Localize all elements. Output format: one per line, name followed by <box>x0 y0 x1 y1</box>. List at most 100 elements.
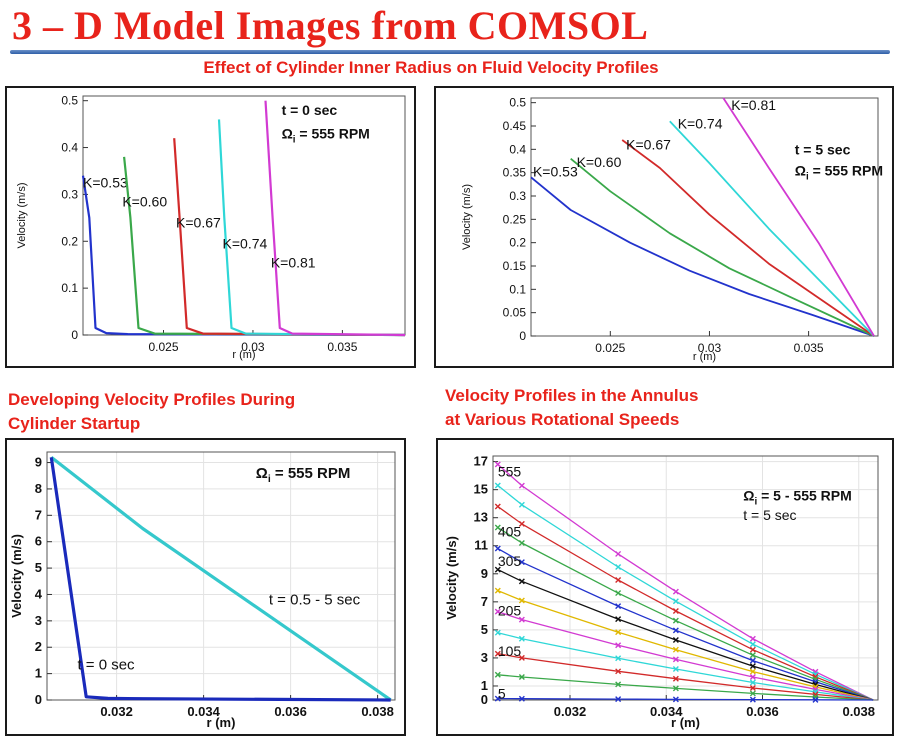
caption-startup-line-2: Cylinder Startup <box>8 414 141 433</box>
y-tick-label: 4 <box>35 586 43 601</box>
series-k-0-81: K=0.81 <box>264 100 406 337</box>
data-point <box>749 663 756 670</box>
data-point <box>518 654 525 661</box>
series-t-0-5-5-sec <box>50 456 392 702</box>
series-label: K=0.60 <box>122 193 167 209</box>
y-tick-label: 11 <box>474 538 488 553</box>
y-tick-label: 5 <box>481 622 488 637</box>
chart-panel-rotational-speeds: 0.032 0.034 0.036 0.038 0 1 3 5 7 9 11 13 15 17 r (m) V… <box>436 438 894 736</box>
series-label: K=0.53 <box>533 164 578 180</box>
series-label: K=0.81 <box>271 254 316 270</box>
x-axis-label: r (m) <box>671 715 700 730</box>
annotation: t = 0.5 - 5 sec <box>269 592 361 609</box>
series-line <box>621 139 875 337</box>
data-point <box>749 696 756 703</box>
data-point <box>615 681 622 688</box>
series-k-0-60: K=0.60 <box>570 154 875 337</box>
data-point <box>672 685 679 692</box>
y-tick-label: 5 <box>35 560 42 575</box>
annotation: Ωi = 555 RPM <box>282 125 370 145</box>
series-label: K=0.81 <box>731 97 776 113</box>
data-point <box>812 696 819 703</box>
y-tick-label: 0.45 <box>503 119 527 133</box>
x-tick-label: 0.025 <box>148 340 178 354</box>
y-axis-label: Velocity (m/s) <box>444 536 459 620</box>
data-point <box>494 461 501 468</box>
y-axis-label: Velocity (m/s) <box>9 534 24 618</box>
series-label: K=0.74 <box>223 236 268 252</box>
data-point <box>518 482 525 489</box>
data-point <box>494 587 501 594</box>
data-point <box>749 684 756 691</box>
series-label: K=0.74 <box>678 116 723 132</box>
y-tick-label: 8 <box>35 481 42 496</box>
data-point <box>749 641 756 648</box>
annotation: t = 5 sec <box>795 141 851 157</box>
data-point <box>672 696 679 703</box>
series-label: 205 <box>498 602 522 618</box>
data-point <box>494 503 501 510</box>
y-tick-label: 0.1 <box>61 281 78 295</box>
x-axis-label: r (m) <box>207 715 236 730</box>
data-point <box>518 540 525 547</box>
series-label: K=0.67 <box>176 215 221 231</box>
y-tick-label: 0.35 <box>503 166 527 180</box>
y-tick-label: 0.5 <box>61 94 78 108</box>
series-k-0-67: K=0.67 <box>621 137 875 337</box>
series-line <box>217 119 406 337</box>
data-point <box>518 635 525 642</box>
data-point <box>672 617 679 624</box>
data-point <box>615 616 622 623</box>
annotation: t = 0 sec <box>77 656 135 673</box>
y-tick-label: 0 <box>35 692 42 707</box>
data-point <box>749 657 756 664</box>
chart-inner-radius-t0: 0.025 0.03 0.035 0 0.1 0.2 0.3 0.4 0.5 r (m) Veloc… <box>16 94 406 361</box>
y-tick-label: 6 <box>35 534 42 549</box>
x-tick-label: 0.025 <box>595 341 625 355</box>
data-point <box>615 655 622 662</box>
data-point <box>494 695 501 702</box>
series-line <box>669 120 875 337</box>
series-line <box>530 176 875 337</box>
y-tick-label: 9 <box>481 566 488 581</box>
y-tick-label: 0.25 <box>503 212 527 226</box>
data-point <box>749 646 756 653</box>
data-point <box>672 637 679 644</box>
y-tick-label: 1 <box>35 666 42 681</box>
data-point <box>615 603 622 610</box>
data-point <box>672 588 679 595</box>
series-line <box>722 97 875 337</box>
x-tick-label: 0.032 <box>100 704 133 719</box>
y-tick-label: 0 <box>71 328 78 342</box>
data-point <box>518 559 525 566</box>
series-label: 5 <box>498 686 506 702</box>
series-label: 555 <box>498 463 522 479</box>
data-point <box>672 646 679 653</box>
data-point <box>672 656 679 663</box>
x-axis-label: r (m) <box>232 349 255 361</box>
y-tick-label: 3 <box>35 613 42 628</box>
series-405: 405 <box>494 524 874 701</box>
series-305: 305 <box>494 553 874 701</box>
y-tick-label: 15 <box>474 482 488 497</box>
y-tick-label: 0.2 <box>61 234 78 248</box>
data-point <box>494 566 501 573</box>
series-line <box>570 158 875 337</box>
data-point <box>615 642 622 649</box>
annotation: t = 5 sec <box>743 507 796 523</box>
chart-inner-radius-t5: 0.025 0.03 0.035 0 0.05 0.1 0.15 0.2 0.25 0.3 0.35… <box>461 96 883 363</box>
data-point <box>494 650 501 657</box>
x-tick-label: 0.03 <box>241 340 265 354</box>
series-k-0-74: K=0.74 <box>669 116 875 337</box>
data-point <box>749 635 756 642</box>
x-axis-label: r (m) <box>693 351 716 363</box>
data-point <box>494 545 501 552</box>
x-tick-label: 0.034 <box>187 704 220 719</box>
y-tick-label: 0.1 <box>509 282 526 296</box>
y-tick-label: 0 <box>519 329 526 343</box>
series-line <box>264 100 406 337</box>
caption-annulus-line-2: at Various Rotational Speeds <box>445 410 680 429</box>
series-unlabeled <box>494 503 874 701</box>
series-line <box>50 456 392 702</box>
annotation: t = 0 sec <box>282 102 338 118</box>
